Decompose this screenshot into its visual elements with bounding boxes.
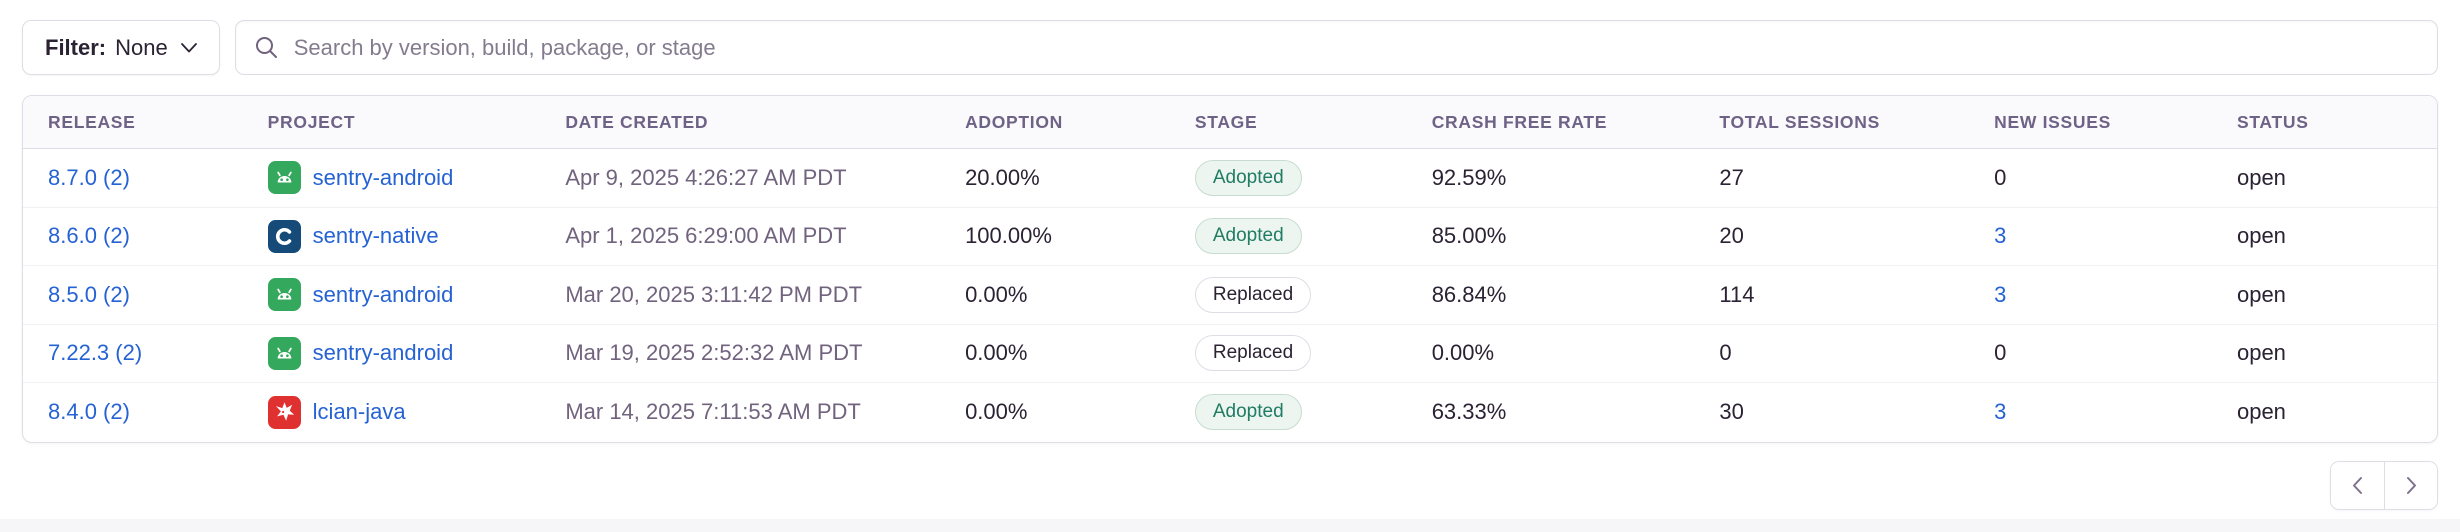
search-input[interactable] (234, 20, 2438, 75)
chevron-down-icon (180, 42, 197, 52)
total-sessions-cell: 20 (1719, 223, 1744, 249)
project-link[interactable]: sentry-native (312, 223, 439, 249)
releases-table: RELEASE PROJECT DATE CREATED ADOPTION ST… (22, 95, 2438, 443)
column-header-status: STATUS (2236, 111, 2309, 132)
table-row: 8.5.0 (2) sentry-android Mar 20, 2025 3:… (23, 266, 2437, 325)
crash-free-rate-cell: 92.59% (1431, 164, 1507, 190)
adoption-cell: 100.00% (965, 223, 1052, 249)
column-header-total-sessions: TOTAL SESSIONS (1719, 111, 1880, 132)
table-row: 8.6.0 (2) sentry-native Apr 1, 2025 6:29… (23, 208, 2437, 266)
table-row: 7.22.3 (2) sentry-android Mar 19, 2025 2… (23, 325, 2437, 383)
release-link[interactable]: 8.4.0 (2) (48, 399, 130, 426)
filter-label: Filter: (45, 34, 107, 60)
status-cell: open (2236, 223, 2286, 249)
new-issues-count[interactable]: 3 (1994, 399, 2007, 425)
release-link[interactable]: 8.7.0 (2) (48, 164, 130, 191)
release-link[interactable]: 8.5.0 (2) (48, 281, 130, 308)
page-bottom-divider (0, 519, 2460, 532)
total-sessions-cell: 27 (1719, 164, 1744, 190)
chevron-left-icon (2353, 477, 2362, 494)
column-header-adoption: ADOPTION (965, 111, 1064, 132)
crash-free-rate-cell: 0.00% (1431, 340, 1495, 366)
total-sessions-cell: 114 (1719, 281, 1755, 307)
stage-badge: Adopted (1194, 159, 1302, 196)
stage-badge: Adopted (1194, 394, 1302, 431)
crash-free-rate-cell: 86.84% (1431, 281, 1507, 307)
adoption-cell: 20.00% (965, 164, 1040, 190)
new-issues-count: 0 (1994, 164, 2007, 190)
table-body: 8.7.0 (2) sentry-android Apr 9, 2025 4:2… (23, 149, 2437, 442)
android-icon (267, 336, 301, 370)
project-link[interactable]: lcian-java (312, 399, 406, 425)
c-icon (267, 219, 301, 253)
column-header-new-issues: NEW ISSUES (1994, 111, 2112, 132)
pagination (2330, 461, 2438, 510)
adoption-cell: 0.00% (965, 399, 1028, 425)
status-cell: open (2236, 340, 2286, 366)
crash-free-rate-cell: 85.00% (1431, 223, 1507, 249)
crash-free-rate-cell: 63.33% (1431, 399, 1507, 425)
column-header-date-created: DATE CREATED (565, 111, 709, 132)
filter-button[interactable]: Filter: None (22, 20, 220, 75)
stage-badge: Adopted (1194, 218, 1302, 255)
filter-value: None (115, 34, 168, 60)
project-link[interactable]: sentry-android (312, 281, 454, 307)
status-cell: open (2236, 399, 2286, 425)
project-link[interactable]: sentry-android (312, 340, 454, 366)
adoption-cell: 0.00% (965, 340, 1028, 366)
table-row: 8.7.0 (2) sentry-android Apr 9, 2025 4:2… (23, 149, 2437, 208)
android-icon (267, 161, 301, 195)
status-cell: open (2236, 164, 2286, 190)
column-header-release: RELEASE (48, 111, 136, 132)
column-header-crash-free-rate: CRASH FREE RATE (1431, 111, 1608, 132)
total-sessions-cell: 0 (1719, 340, 1732, 366)
date-created-cell: Mar 14, 2025 7:11:53 AM PDT (565, 399, 861, 425)
chevron-right-icon (2406, 477, 2416, 494)
table-row: 8.4.0 (2) lcian-java Mar 14, 2025 7:11:5… (23, 383, 2437, 442)
stage-badge: Replaced (1194, 335, 1312, 372)
column-header-project: PROJECT (267, 111, 356, 132)
previous-page-button[interactable] (2331, 462, 2384, 509)
date-created-cell: Mar 19, 2025 2:52:32 AM PDT (565, 340, 863, 366)
release-link[interactable]: 8.6.0 (2) (48, 223, 130, 250)
toolbar: Filter: None (22, 20, 2438, 75)
date-created-cell: Apr 9, 2025 4:26:27 AM PDT (565, 164, 847, 190)
date-created-cell: Apr 1, 2025 6:29:00 AM PDT (565, 223, 847, 249)
search-icon (255, 37, 277, 58)
next-page-button[interactable] (2384, 462, 2437, 509)
table-header-row: RELEASE PROJECT DATE CREATED ADOPTION ST… (23, 96, 2437, 149)
stage-badge: Replaced (1194, 276, 1312, 313)
android-icon (267, 278, 301, 312)
new-issues-count: 0 (1994, 340, 2007, 366)
status-cell: open (2236, 281, 2286, 307)
mascot-icon (267, 395, 301, 429)
column-header-stage: STAGE (1194, 111, 1258, 132)
search-container (234, 20, 2438, 75)
release-link[interactable]: 7.22.3 (2) (48, 340, 143, 367)
project-link[interactable]: sentry-android (312, 164, 454, 190)
new-issues-count[interactable]: 3 (1994, 223, 2007, 249)
date-created-cell: Mar 20, 2025 3:11:42 PM PDT (565, 281, 863, 307)
adoption-cell: 0.00% (965, 281, 1028, 307)
total-sessions-cell: 30 (1719, 399, 1744, 425)
new-issues-count[interactable]: 3 (1994, 281, 2007, 307)
